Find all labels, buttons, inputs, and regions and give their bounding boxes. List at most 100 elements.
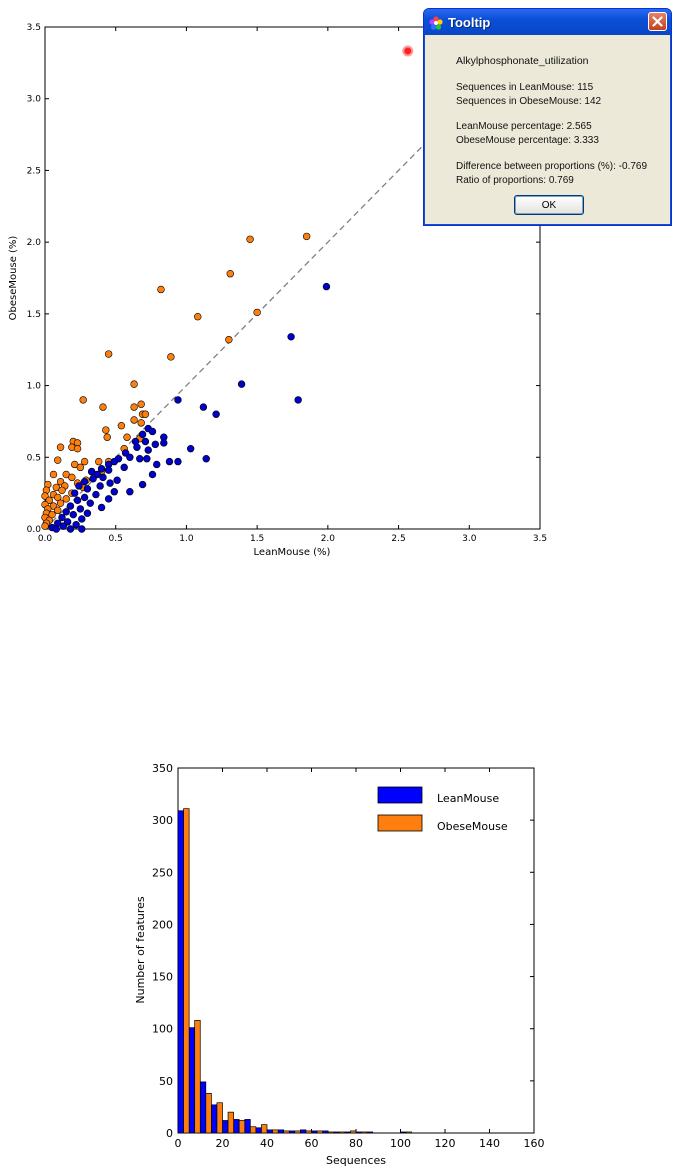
- scatter-point-blue[interactable]: [138, 480, 147, 489]
- scatter-point-blue[interactable]: [76, 505, 85, 513]
- scatter-point-blue[interactable]: [104, 466, 113, 474]
- scatter-point-blue[interactable]: [106, 479, 114, 487]
- scatter-point-blue[interactable]: [153, 460, 161, 469]
- scatter-point-blue[interactable]: [62, 508, 70, 516]
- scatter-point-orange[interactable]: [54, 506, 62, 515]
- scatter-point-orange[interactable]: [54, 456, 62, 464]
- scatter-point-orange[interactable]: [103, 433, 111, 441]
- scatter-y-tick-label: 3.0: [27, 95, 42, 105]
- scatter-point-orange[interactable]: [80, 457, 89, 466]
- scatter-point-blue[interactable]: [199, 403, 208, 411]
- scatter-point-blue[interactable]: [174, 457, 182, 466]
- scatter-point-orange[interactable]: [49, 470, 58, 479]
- scatter-point-blue[interactable]: [59, 522, 68, 530]
- scatter-point-orange[interactable]: [194, 313, 202, 321]
- scatter-point-orange[interactable]: [130, 403, 138, 411]
- scatter-point-orange[interactable]: [130, 416, 138, 424]
- scatter-point-blue[interactable]: [78, 515, 86, 523]
- scatter-point-orange[interactable]: [73, 444, 82, 453]
- scatter-point-blue[interactable]: [148, 470, 157, 479]
- scatter-point-blue[interactable]: [75, 482, 83, 490]
- scatter-point-blue[interactable]: [136, 455, 144, 463]
- scatter-point-blue[interactable]: [174, 396, 182, 404]
- scatter-point-blue[interactable]: [83, 485, 92, 493]
- scatter-point-blue[interactable]: [97, 465, 106, 473]
- scatter-point-blue[interactable]: [104, 495, 113, 503]
- scatter-point-orange[interactable]: [56, 499, 65, 507]
- scatter-point-blue[interactable]: [70, 489, 79, 497]
- scatter-point-orange[interactable]: [68, 473, 76, 482]
- scatter-point-blue[interactable]: [58, 513, 66, 522]
- scatter-point-blue[interactable]: [78, 525, 86, 533]
- scatter-point-orange[interactable]: [62, 495, 70, 503]
- scatter-point-orange[interactable]: [157, 285, 165, 294]
- scatter-point-blue[interactable]: [212, 410, 220, 418]
- scatter-point-blue[interactable]: [52, 525, 61, 533]
- histogram-bar-obesemouse: [405, 1131, 412, 1134]
- scatter-point-blue[interactable]: [83, 509, 92, 517]
- scatter-point-orange[interactable]: [58, 486, 66, 494]
- scatter-point-blue[interactable]: [186, 444, 195, 453]
- histogram-bar-leanmouse: [199, 1081, 207, 1134]
- scatter-point-blue[interactable]: [80, 493, 89, 502]
- scatter-point-blue[interactable]: [144, 446, 152, 454]
- scatter-point-blue[interactable]: [97, 503, 106, 512]
- scatter-point-orange[interactable]: [123, 433, 131, 441]
- scatter-point-orange[interactable]: [246, 235, 254, 243]
- scatter-point-blue[interactable]: [202, 455, 210, 463]
- scatter-point-blue[interactable]: [133, 443, 141, 451]
- scatter-x-tick-label: 3.5: [533, 534, 547, 544]
- scatter-point-blue[interactable]: [72, 520, 80, 529]
- scatter-point-blue[interactable]: [69, 510, 77, 519]
- scatter-point-blue[interactable]: [138, 430, 147, 439]
- scatter-point-orange[interactable]: [117, 422, 126, 430]
- ok-button[interactable]: OK: [514, 195, 584, 215]
- scatter-point-orange[interactable]: [137, 400, 145, 408]
- scatter-point-blue[interactable]: [322, 282, 331, 291]
- scatter-point-blue[interactable]: [143, 455, 151, 463]
- diagonal-reference-line: [44, 26, 541, 530]
- scatter-point-orange[interactable]: [99, 403, 107, 411]
- scatter-point-blue[interactable]: [160, 439, 168, 447]
- scatter-point-orange[interactable]: [56, 443, 65, 451]
- scatter-point-orange[interactable]: [253, 308, 261, 317]
- scatter-point-blue[interactable]: [80, 477, 89, 486]
- scatter-point-orange[interactable]: [76, 463, 85, 472]
- scatter-point-orange[interactable]: [167, 353, 175, 361]
- scatter-point-orange[interactable]: [95, 457, 103, 466]
- scatter-point-blue[interactable]: [165, 457, 174, 466]
- scatter-point-blue[interactable]: [96, 482, 104, 490]
- scatter-point-blue[interactable]: [237, 380, 246, 388]
- scatter-point-blue[interactable]: [294, 396, 302, 404]
- scatter-point-orange[interactable]: [130, 380, 138, 388]
- scatter-point-orange[interactable]: [102, 426, 110, 434]
- tooltip-titlebar[interactable]: Tooltip: [424, 9, 671, 35]
- scatter-point-orange[interactable]: [137, 419, 145, 427]
- scatter-point-blue[interactable]: [151, 440, 160, 449]
- scatter-point-orange[interactable]: [225, 335, 233, 344]
- scatter-point-blue[interactable]: [110, 488, 119, 496]
- scatter-point-blue[interactable]: [126, 453, 134, 461]
- scatter-point-orange[interactable]: [302, 232, 311, 241]
- scatter-point-orange[interactable]: [226, 269, 234, 278]
- scatter-point-orange[interactable]: [79, 396, 87, 404]
- scatter-selected-point-marker[interactable]: [402, 45, 414, 57]
- scatter-point-blue[interactable]: [141, 437, 150, 446]
- scatter-point-blue[interactable]: [86, 499, 94, 507]
- scatter-point-blue[interactable]: [148, 427, 157, 436]
- scatter-point-blue[interactable]: [92, 490, 100, 499]
- scatter-point-blue[interactable]: [66, 502, 75, 510]
- scatter-point-blue[interactable]: [113, 476, 121, 484]
- scatter-point-orange[interactable]: [41, 522, 49, 530]
- scatter-point-blue[interactable]: [99, 473, 107, 482]
- scatter-point-orange[interactable]: [104, 350, 113, 358]
- scatter-point-blue[interactable]: [110, 457, 119, 466]
- scatter-point-blue[interactable]: [66, 525, 75, 533]
- scatter-point-orange[interactable]: [141, 410, 150, 418]
- scatter-point-blue[interactable]: [89, 475, 97, 483]
- scatter-point-blue[interactable]: [120, 463, 128, 472]
- close-button[interactable]: [648, 12, 667, 31]
- scatter-point-blue[interactable]: [73, 496, 82, 505]
- scatter-point-blue[interactable]: [287, 333, 295, 341]
- scatter-point-blue[interactable]: [126, 488, 134, 496]
